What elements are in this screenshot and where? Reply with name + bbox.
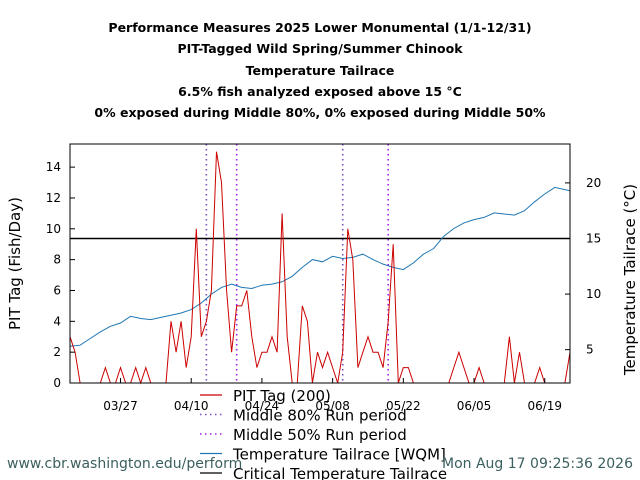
temperature-line (69, 186, 571, 347)
legend-label-temp: Temperature Tailrace [WQM] (232, 446, 446, 464)
legend-label-critical: Critical Temperature Tailrace (233, 465, 447, 480)
y2-tick-label: 15 (586, 231, 601, 245)
x-tick-label: 06/19 (527, 399, 562, 413)
pit-tag-line (69, 151, 571, 385)
chart-subtitle-run-periods: 0% exposed during Middle 80%, 0% exposed… (94, 105, 546, 120)
y-tick-label: 8 (53, 253, 61, 267)
footer-url[interactable]: www.cbr.washington.edu/perform (7, 456, 243, 472)
y-axis-label: PIT Tag (Fish/Day) (6, 197, 24, 330)
y-tick-label: 10 (46, 222, 61, 236)
footer-timestamp: Mon Aug 17 09:25:36 2026 (442, 456, 633, 472)
x-tick-label: 06/05 (457, 399, 492, 413)
x-tick-label: 05/08 (315, 399, 350, 413)
y-tick-label: 6 (53, 283, 61, 297)
chart-subtitle-measure: Temperature Tailrace (245, 63, 395, 78)
y2-tick-label: 20 (586, 176, 601, 190)
chart-title: Performance Measures 2025 Lower Monument… (108, 20, 532, 35)
x-tick-label: 04/24 (245, 399, 280, 413)
legend-label-mid50: Middle 50% Run period (233, 426, 407, 444)
y2-axis-label: Temperature Tailrace (°C) (621, 184, 639, 376)
chart-subtitle-species: PIT-Tagged Wild Spring/Summer Chinook (177, 41, 463, 56)
legend: PIT Tag (200) Middle 80% Run periodMiddle… (200, 387, 447, 480)
x-tick-label: 03/27 (103, 399, 138, 413)
y-tick-label: 12 (46, 191, 61, 205)
x-tick-label: 04/10 (174, 399, 209, 413)
x-tick-label: 05/22 (386, 399, 421, 413)
y2-tick-label: 5 (586, 343, 594, 357)
y-tick-label: 14 (46, 160, 61, 174)
y2-tick-label: 10 (586, 287, 601, 301)
plot-frame (69, 143, 571, 384)
y-tick-label: 0 (53, 376, 61, 390)
chart-subtitle-exposure: 6.5% fish analyzed exposed above 15 °C (178, 84, 462, 99)
y-tick-label: 4 (53, 314, 61, 328)
legend-label-pit: PIT Tag (200) (233, 387, 331, 405)
legend-label-mid80: Middle 80% Run period (233, 407, 407, 425)
y-tick-label: 2 (53, 345, 61, 359)
